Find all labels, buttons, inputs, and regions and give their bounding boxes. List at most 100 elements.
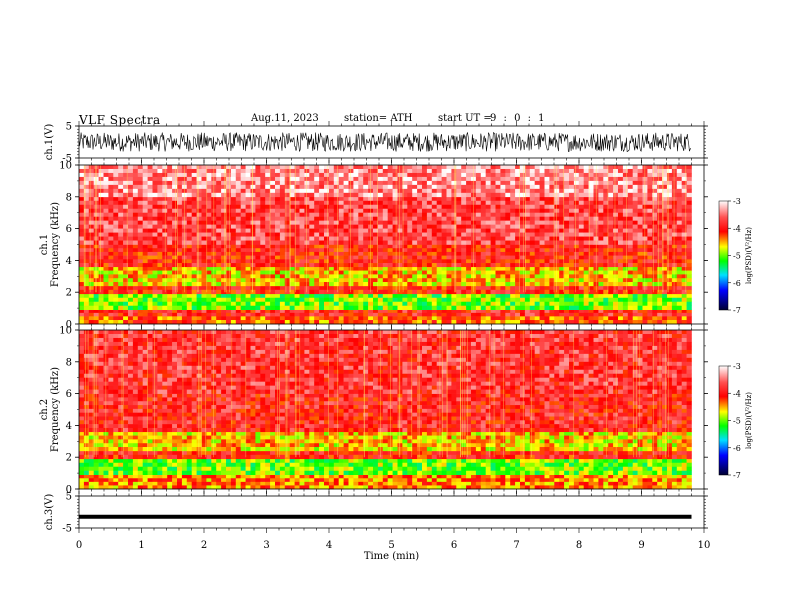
heatmap-cell	[108, 172, 114, 178]
heatmap-cell	[480, 293, 486, 299]
heatmap-cell	[128, 251, 134, 256]
heatmap-cell	[686, 278, 692, 283]
heatmap-cell	[319, 309, 325, 314]
heatmap-cell	[265, 236, 271, 241]
heatmap-cell	[123, 259, 129, 264]
heatmap-cell	[88, 244, 94, 249]
heatmap-cell	[397, 305, 403, 310]
heatmap-cell	[235, 309, 241, 314]
heatmap-cell	[319, 208, 325, 213]
heatmap-cell	[529, 289, 535, 295]
heatmap-cell	[284, 301, 290, 307]
heatmap-cell	[608, 248, 614, 253]
heatmap-cell	[451, 204, 457, 210]
heatmap-cell	[647, 312, 653, 317]
heatmap-cell	[490, 278, 496, 283]
heatmap-cell	[667, 255, 673, 260]
heatmap-cell	[686, 263, 692, 268]
heatmap-cell	[284, 236, 290, 241]
heatmap-cell	[544, 251, 550, 256]
heatmap-cell	[480, 172, 486, 178]
heatmap-cell	[88, 208, 94, 213]
heatmap-cell	[417, 316, 423, 321]
heatmap-cell	[392, 248, 398, 253]
heatmap-cell	[79, 176, 85, 182]
heatmap-cell	[387, 320, 393, 325]
heatmap-cell	[441, 305, 447, 310]
heatmap-cell	[338, 228, 344, 233]
heatmap-cell	[510, 192, 516, 198]
heatmap-cell	[103, 240, 109, 245]
heatmap-cell	[407, 259, 413, 264]
heatmap-cell	[177, 259, 183, 264]
heatmap-cell	[436, 168, 442, 174]
heatmap-cell	[422, 248, 428, 253]
heatmap-cell	[142, 188, 148, 194]
heatmap-cell	[618, 212, 624, 217]
heatmap-cell	[603, 176, 609, 182]
heatmap-cell	[490, 309, 496, 314]
heatmap-cell	[490, 312, 496, 317]
heatmap-cell	[583, 305, 589, 310]
heatmap-cell	[93, 220, 99, 225]
heatmap-cell	[520, 305, 526, 310]
heatmap-cell	[250, 240, 256, 245]
heatmap-cell	[480, 228, 486, 233]
heatmap-cell	[451, 184, 457, 190]
heatmap-cell	[201, 263, 207, 268]
heatmap-cell	[510, 228, 516, 233]
heatmap-cell	[191, 309, 197, 314]
heatmap-cell	[583, 259, 589, 264]
heatmap-cell	[686, 312, 692, 317]
heatmap-cell	[250, 266, 256, 271]
heatmap-cell	[426, 274, 433, 279]
heatmap-cell	[177, 278, 183, 283]
heatmap-cell	[608, 289, 614, 295]
heatmap-cell	[191, 228, 197, 233]
heatmap-cell	[681, 208, 687, 213]
heatmap-cell	[245, 263, 251, 268]
heatmap-cell	[505, 285, 511, 291]
heatmap-cell	[407, 301, 413, 307]
heatmap-cell	[387, 309, 393, 314]
heatmap-cell	[206, 263, 212, 268]
heatmap-cell	[255, 305, 261, 310]
heatmap-cell	[304, 312, 310, 317]
heatmap-cell	[142, 216, 148, 221]
heatmap-cell	[529, 270, 535, 275]
heatmap-cell	[485, 216, 491, 221]
heatmap-cell	[627, 274, 633, 279]
heatmap-cell	[490, 212, 496, 217]
heatmap-cell	[485, 176, 491, 182]
heatmap-cell	[152, 316, 158, 321]
heatmap-cell	[554, 192, 560, 198]
heatmap-cell	[118, 228, 124, 233]
heatmap-cell	[333, 320, 339, 325]
heatmap-cell	[475, 196, 482, 202]
heatmap-cell	[588, 232, 594, 237]
heatmap-cell	[662, 270, 668, 275]
heatmap-cell	[289, 259, 295, 264]
heatmap-cell	[83, 172, 90, 178]
heatmap-cell	[426, 228, 433, 233]
heatmap-cell	[319, 278, 325, 283]
heatmap-cell	[343, 297, 349, 303]
heatmap-cell	[157, 240, 163, 245]
heatmap-cell	[343, 278, 349, 283]
heatmap-cell	[177, 220, 183, 225]
heatmap-cell	[177, 208, 183, 213]
heatmap-cell	[289, 297, 295, 303]
heatmap-cell	[226, 312, 232, 317]
heatmap-cell	[226, 285, 232, 291]
heatmap-cell	[363, 188, 369, 194]
heatmap-cell	[250, 228, 256, 233]
heatmap-cell	[622, 244, 629, 249]
heatmap-cell	[466, 212, 472, 217]
heatmap-cell	[549, 204, 555, 210]
heatmap-cell	[495, 297, 501, 303]
heatmap-cell	[113, 305, 119, 310]
heatmap-cell	[103, 274, 109, 279]
heatmap-cell	[299, 255, 305, 260]
heatmap-cell	[230, 200, 237, 206]
heatmap-cell	[137, 192, 143, 198]
